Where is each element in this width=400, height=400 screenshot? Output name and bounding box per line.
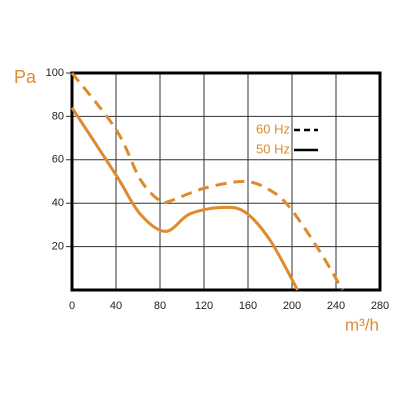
x-axis-label: m³/h: [345, 315, 379, 334]
line-series: [70, 72, 344, 291]
x-tick-label: 200: [283, 300, 301, 312]
x-tick-label: 120: [195, 300, 213, 312]
legend-label: 60 Hz: [256, 121, 290, 136]
y-tick-label: 20: [52, 241, 64, 253]
line-series: [70, 106, 299, 291]
x-tick-label: 280: [371, 300, 389, 312]
y-tick-label: 40: [52, 197, 64, 209]
x-tick-label: 240: [327, 300, 345, 312]
y-axis-label: Pa: [14, 67, 37, 87]
y-tick-label: 80: [52, 110, 64, 122]
x-tick-label: 80: [154, 300, 166, 312]
y-tick-label: 60: [52, 154, 64, 166]
y-tick-label: 100: [46, 67, 64, 79]
x-tick-label: 0: [69, 300, 75, 312]
x-tick-label: 160: [239, 300, 257, 312]
legend-label: 50 Hz: [256, 141, 290, 156]
x-tick-label: 40: [110, 300, 122, 312]
plot-frame: [70, 71, 382, 292]
